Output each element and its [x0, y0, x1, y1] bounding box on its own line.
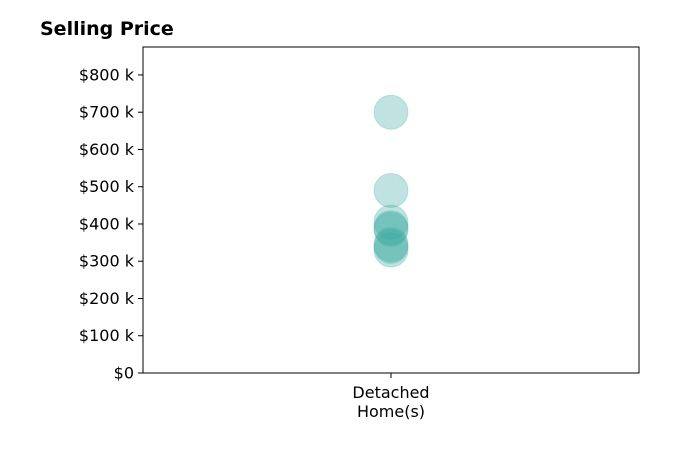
y-tick-label: $600 k: [79, 140, 135, 159]
scatter-point: [373, 172, 409, 208]
y-tick-label: $100 k: [79, 326, 135, 345]
y-tick-label: $500 k: [79, 177, 135, 196]
y-tick-label: $0: [114, 364, 134, 383]
data-points: [373, 94, 409, 268]
scatter-point: [373, 226, 409, 262]
scatter-point: [373, 210, 409, 246]
scatter-point: [373, 204, 409, 240]
y-tick-label: $800 k: [79, 65, 135, 84]
x-axis: Detached Home(s): [352, 373, 430, 421]
scatter-point: [373, 228, 409, 264]
y-tick-label: $300 k: [79, 252, 135, 271]
chart-title: Selling Price: [40, 18, 174, 40]
y-axis: $0 $100 k $200 k $300 k $400 k $500 k $600 k $7…: [79, 65, 143, 383]
x-tick-label: Detached Home(s): [352, 383, 429, 421]
scatter-point: [373, 212, 409, 248]
y-tick-label: $700 k: [79, 103, 135, 122]
y-tick-label: $200 k: [79, 289, 135, 308]
scatter-point: [373, 94, 409, 130]
y-tick-label: $400 k: [79, 214, 135, 233]
scatter-point: [373, 232, 409, 268]
